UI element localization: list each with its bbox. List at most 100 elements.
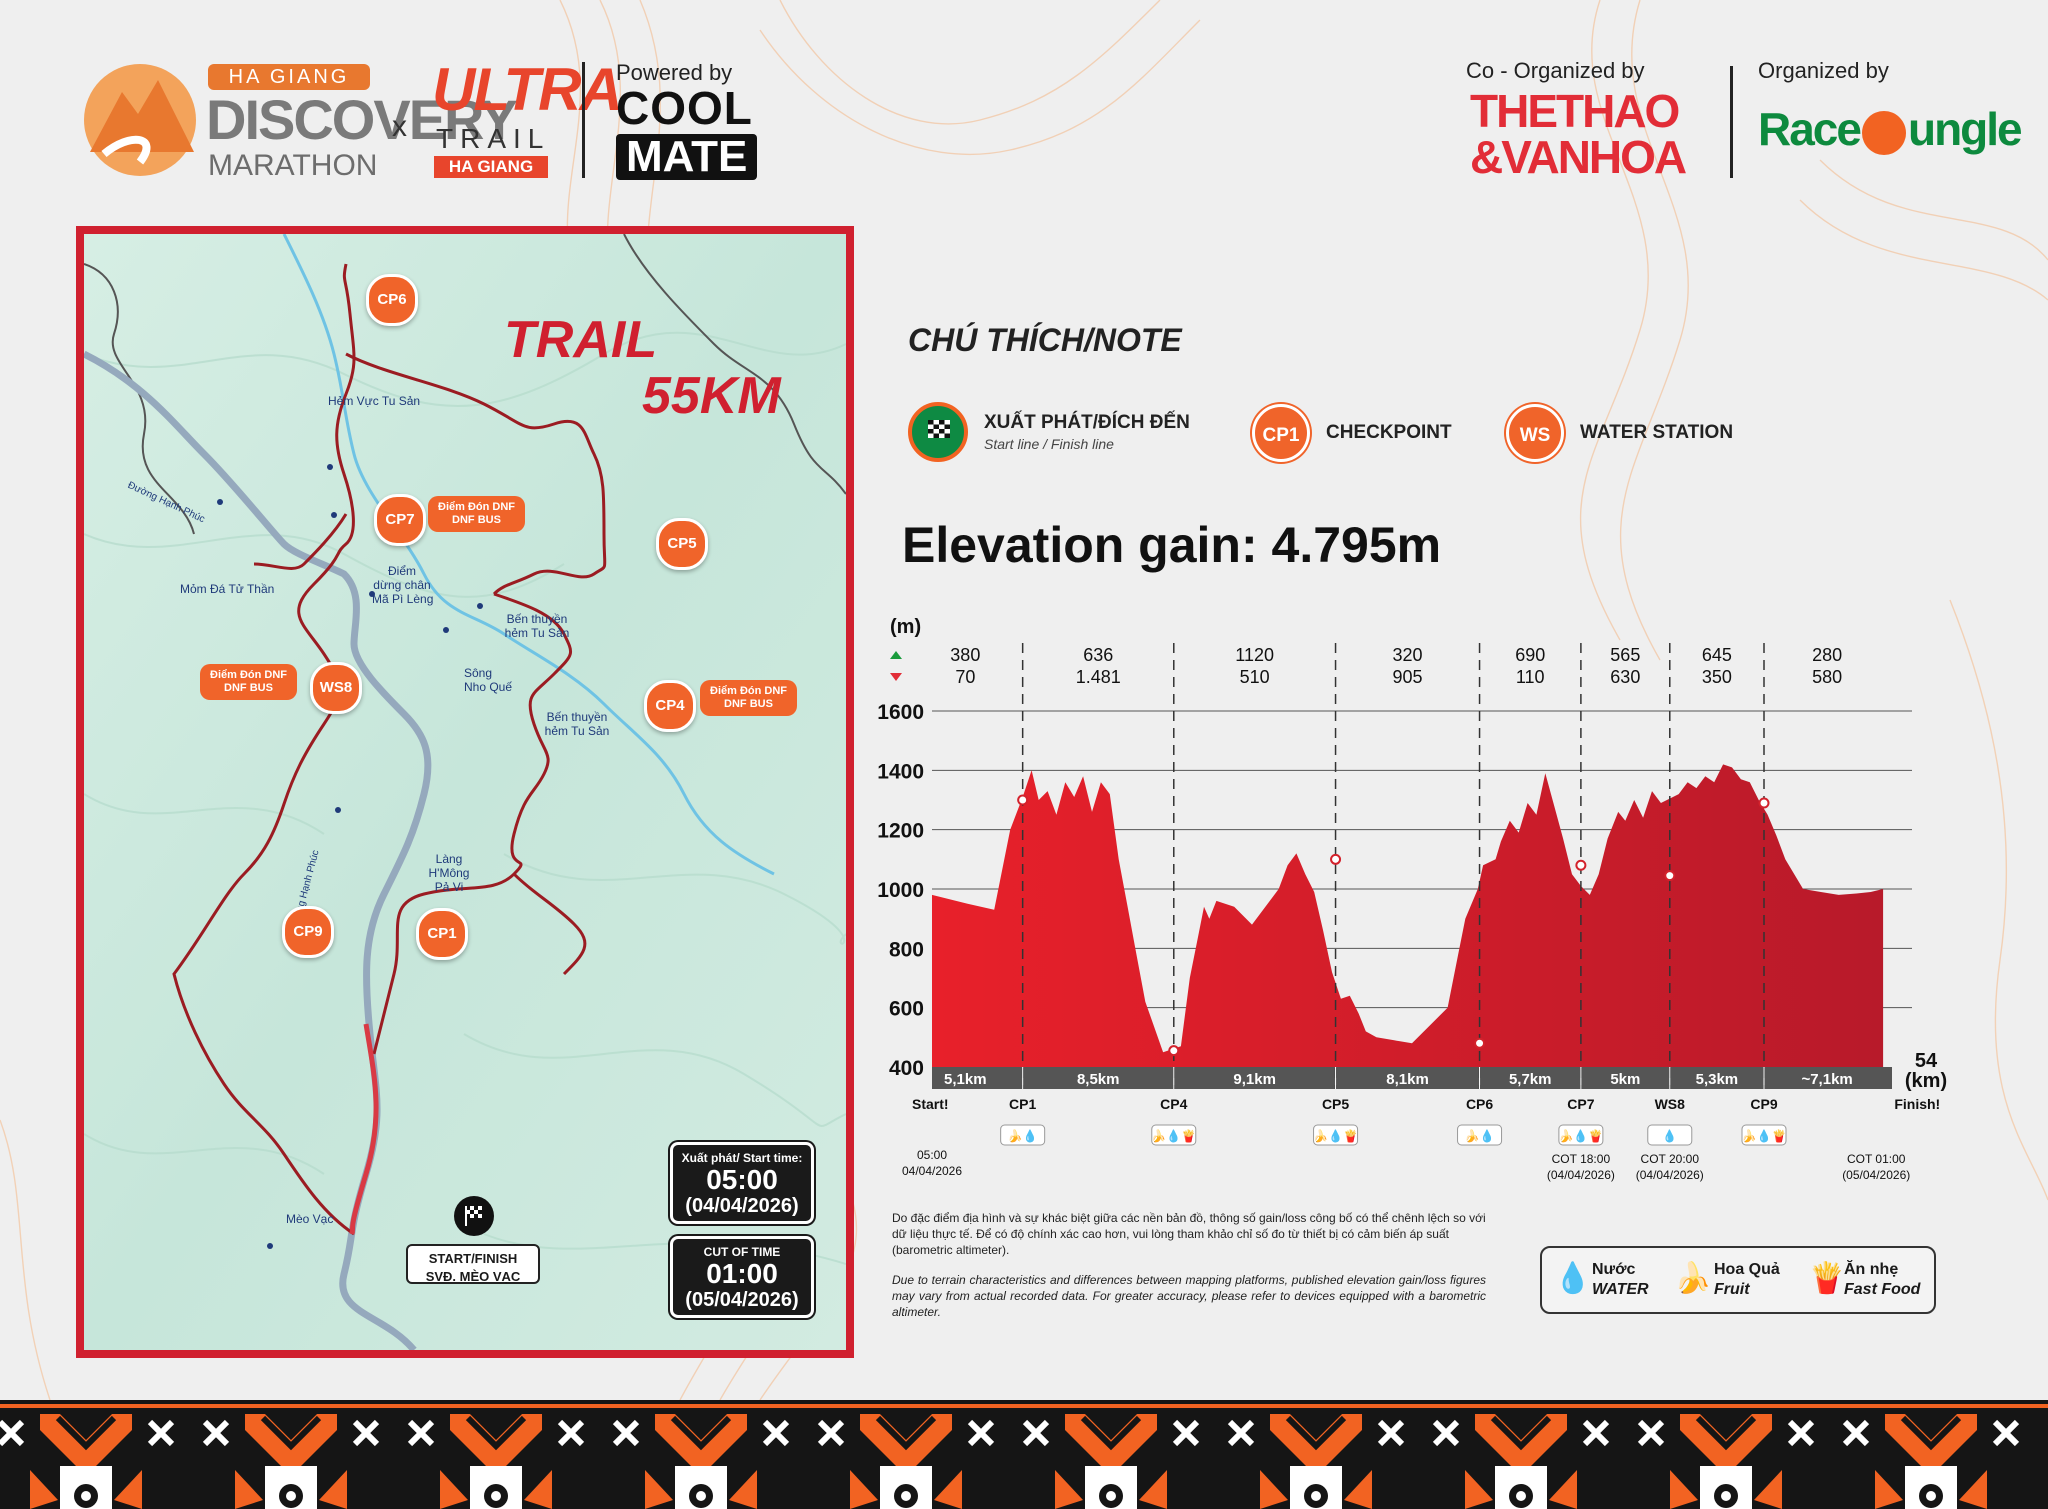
cutoff-date: (05/04/2026) xyxy=(685,1289,799,1311)
segment-distance: ~7,1km xyxy=(1801,1071,1852,1088)
station-marker xyxy=(1575,859,1587,871)
label-ben-thuyen-2a: Bến thuyền xyxy=(546,710,608,724)
segment-distance: 5,7km xyxy=(1509,1071,1552,1088)
segment-loss: 580 xyxy=(1812,667,1842,687)
water-drop-icon: 💧 xyxy=(1554,1262,1592,1295)
station-name: WS8 xyxy=(1655,1096,1686,1112)
elevation-gain: Elevation gain: 4.795m xyxy=(902,517,1442,573)
racejungle-logo: Race ungle xyxy=(1758,103,2023,155)
station-name: CP9 xyxy=(1750,1096,1777,1112)
service-box xyxy=(1647,1124,1693,1146)
legend-title: CHÚ THÍCH/NOTE xyxy=(908,322,1182,358)
water-legend-en: WATER xyxy=(1592,1281,1649,1298)
segment-gain: 1120 xyxy=(1235,645,1274,665)
label-diem-dung: Điểm dừng chân Mã Pì Lèng xyxy=(372,564,434,606)
service-box xyxy=(1457,1124,1503,1146)
y-tick-label: 400 xyxy=(889,1057,924,1080)
station-name: Finish! xyxy=(1894,1096,1940,1112)
cutoff-time-value: COT 01:00 xyxy=(1847,1152,1906,1166)
dnf-pickup-1-b: DNF BUS xyxy=(452,514,501,526)
label-ben-thuyen-2: Bến thuyền hẻm Tu Sản xyxy=(544,710,610,738)
food-legend-vi: Ăn nhẹ xyxy=(1844,1261,1899,1278)
header-divider-right xyxy=(1730,66,1733,178)
y-tick-label: 1200 xyxy=(877,820,924,843)
disclaimer-vi: Do đặc điểm địa hình và sự khác biệt giữ… xyxy=(892,1211,1486,1257)
footer-motif xyxy=(1432,1414,1610,1509)
label-diem-dung-3: Mã Pì Lèng xyxy=(372,592,434,606)
cutoff-date-value: (04/04/2026) xyxy=(1636,1168,1704,1182)
footer-motif xyxy=(202,1414,380,1509)
elevation-profile-chart: 400 600 800 1000 1200 1400 1600 (m) Start! 05:00 0… xyxy=(877,616,1947,1182)
y-tick-label: 1400 xyxy=(877,760,924,783)
disclaimer: Do đặc điểm địa hình và sự khác biệt giữ… xyxy=(892,1210,1486,1320)
start-finish-venue: SVĐ. MÈO VẠC xyxy=(425,1269,521,1284)
ultra-trail-logo-trail: TRAIL xyxy=(436,123,551,154)
fruit-legend-vi: Hoa Quả xyxy=(1714,1261,1780,1278)
label-lang: Làng H'Mông Pả Vi xyxy=(420,852,478,894)
trail-distance: 55KM xyxy=(642,367,781,425)
x-axis-unit: (km) xyxy=(1905,1070,1947,1092)
x-axis-max: 54 xyxy=(1915,1050,1938,1072)
service-icons: 🍌💧🍟 xyxy=(1742,1129,1787,1143)
label-song: Sông Nho Quế xyxy=(464,666,512,694)
coolmate-logo-top: COOL xyxy=(616,82,753,134)
start-finish-flag-icon xyxy=(454,1196,494,1236)
label-ben-thuyen-1: Bến thuyền hẻm Tu Sản xyxy=(504,612,570,640)
station-name: CP6 xyxy=(1466,1096,1493,1112)
thethao-logo-line1: THETHAO xyxy=(1470,85,1680,137)
fast-food-icon: 🍟 xyxy=(1808,1262,1846,1295)
header-divider xyxy=(582,62,585,178)
label-meo-vac: Mèo Vạc xyxy=(286,1212,334,1226)
label-ben-thuyen-1a: Bến thuyền xyxy=(506,612,568,626)
footer-motif xyxy=(0,1414,175,1509)
racejungle-logo-right: ungle xyxy=(1907,103,2023,155)
segment-gain: 690 xyxy=(1515,645,1545,665)
dnf-pickup-2-b: DNF BUS xyxy=(224,682,273,694)
service-box xyxy=(1741,1124,1787,1146)
y-axis-unit: (m) xyxy=(890,616,921,638)
legend-start-label: XUẤT PHÁT/ĐÍCH ĐẾN xyxy=(984,412,1190,433)
organized-by-label: Organized by xyxy=(1758,58,1889,83)
segment-gain: 320 xyxy=(1393,645,1423,665)
trail-title: TRAIL xyxy=(504,311,658,369)
legend-checkpoint-label: CHECKPOINT xyxy=(1326,422,1452,443)
start-finish-label: START/FINISH xyxy=(428,1251,518,1266)
dnf-pickup-3-a: Điểm Đón DNF xyxy=(710,685,787,697)
segment-loss: 630 xyxy=(1610,667,1640,687)
segment-loss: 510 xyxy=(1240,667,1270,687)
service-box xyxy=(1151,1124,1197,1146)
service-icons: 🍌💧🍟 xyxy=(1558,1129,1603,1143)
cutoff-time-value: COT 18:00 xyxy=(1552,1152,1611,1166)
y-tick-label: 1600 xyxy=(877,701,924,724)
segment-distance: 5km xyxy=(1610,1071,1640,1088)
gain-arrow-icon xyxy=(890,651,902,659)
dnf-pickup-2-a: Điểm Đón DNF xyxy=(210,669,287,681)
station-name: CP1 xyxy=(1009,1096,1036,1112)
label-hem-vuc: Hẻm Vực Tu Sản xyxy=(328,394,421,408)
footer-motif xyxy=(407,1414,585,1509)
legend-checkpoint-icon: CP1 xyxy=(1252,404,1310,462)
start-time: 05:00 xyxy=(706,1164,778,1195)
station-marker xyxy=(1330,853,1342,865)
label-lang-1: Làng xyxy=(435,852,463,866)
start-date: (04/04/2026) xyxy=(685,1195,799,1217)
loss-arrow-icon xyxy=(890,673,902,681)
powered-by-label: Powered by xyxy=(616,60,733,85)
service-icons: 🍌💧 xyxy=(1465,1129,1495,1143)
checkpoint-cp4: CP4 xyxy=(644,680,696,732)
service-box xyxy=(1000,1124,1046,1146)
cutoff-time-value: COT 20:00 xyxy=(1641,1152,1700,1166)
discovery-marathon-mountain-icon xyxy=(84,64,196,176)
fruit-legend: Hoa Quả Fruit xyxy=(1714,1260,1780,1300)
thethao-logo-line2: &VANHOA xyxy=(1470,131,1687,183)
station-name: Start! xyxy=(912,1096,949,1112)
dnf-pickup-3: Điểm Đón DNF DNF BUS xyxy=(700,680,797,716)
dnf-pickup-2: Điểm Đón DNF DNF BUS xyxy=(200,664,297,700)
station-marker xyxy=(1168,1045,1180,1057)
y-tick-label: 800 xyxy=(889,938,924,961)
segment-gain: 380 xyxy=(950,645,980,665)
water-station-ws8: WS8 xyxy=(310,662,362,714)
station-marker xyxy=(1474,1037,1486,1049)
station-marker xyxy=(1758,797,1770,809)
service-icons: 💧 xyxy=(1662,1129,1677,1143)
